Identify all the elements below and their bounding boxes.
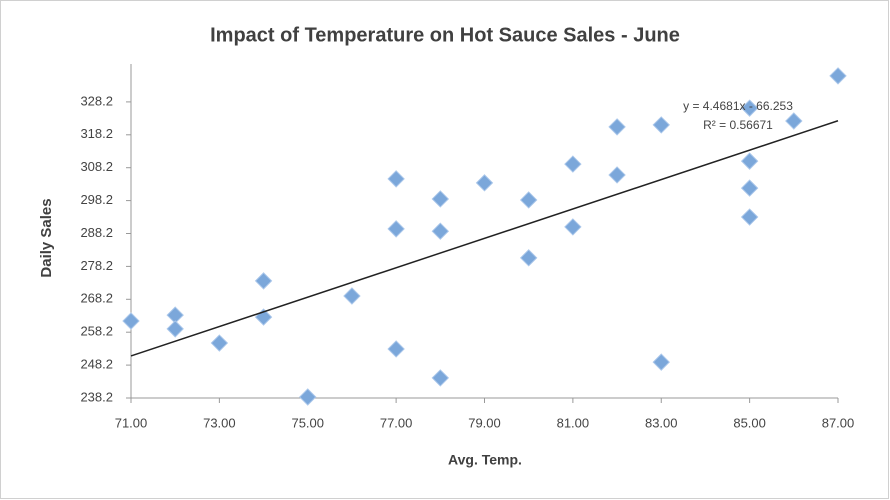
data-point [431,369,450,387]
y-tick-label: 238.2 [80,389,113,404]
trendline [130,120,839,357]
data-point [740,99,759,117]
data-point [829,67,847,85]
y-tick-label: 318.2 [80,126,113,141]
data-point [519,191,538,209]
trendline-equation: y = 4.4681x - 66.253 [683,99,793,113]
data-point [166,320,184,338]
data-point [519,249,538,267]
data-point [299,388,317,406]
data-point [343,287,361,305]
data-point [387,220,405,238]
x-tick-label: 75.00 [291,415,324,430]
x-tick-label: 87.00 [822,415,855,430]
data-point [431,190,450,208]
data-point [652,353,670,371]
data-point [475,174,494,192]
x-tick-label: 79.00 [468,415,501,430]
data-point [740,152,759,170]
data-point [608,166,626,184]
x-tick-label: 83.00 [645,415,678,430]
x-tick-label: 73.00 [203,415,236,430]
y-tick-label: 308.2 [80,159,113,174]
data-point [431,222,450,240]
x-tick-label: 81.00 [557,415,590,430]
y-tick-label: 298.2 [80,192,113,207]
y-tick-label: 248.2 [80,357,113,372]
data-point [387,340,405,358]
data-point [740,208,759,226]
chart-title: Impact of Temperature on Hot Sauce Sales… [210,24,680,46]
y-axis-title: Daily Sales [38,198,55,277]
data-point [122,312,140,330]
data-point [785,112,803,130]
trendline-r2: R² = 0.56671 [703,118,773,132]
data-point [254,272,273,290]
data-point [564,218,582,236]
y-tick-label: 278.2 [80,258,113,273]
y-tick-label: 288.2 [80,225,113,240]
x-tick-label: 77.00 [380,415,413,430]
data-point [652,116,670,134]
data-point [608,118,626,136]
data-point [564,155,582,173]
x-axis-title: Avg. Temp. [448,452,522,468]
data-point [740,179,759,197]
y-tick-label: 328.2 [80,93,113,108]
data-point [210,334,229,352]
x-tick-label: 71.00 [115,415,148,430]
y-tick-label: 258.2 [80,324,113,339]
x-tick-label: 85.00 [733,415,766,430]
data-point [387,170,405,188]
y-tick-label: 268.2 [80,291,113,306]
